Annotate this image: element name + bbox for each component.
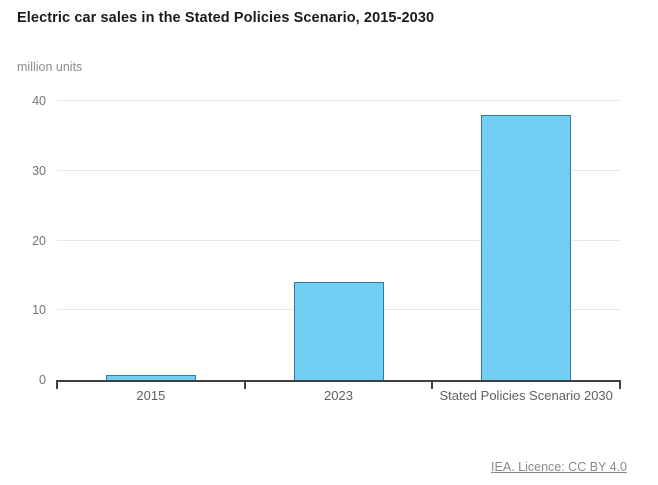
bar-slot-1 <box>57 101 245 380</box>
bar-2023 <box>293 282 384 380</box>
bar-slot-3 <box>432 101 620 380</box>
y-axis-tick-labels: 0 10 20 30 40 <box>0 94 46 387</box>
bar-slot-2 <box>245 101 433 380</box>
x-category-label-2: 2023 <box>324 388 353 403</box>
x-axis-tick-2 <box>431 380 434 389</box>
gridline-30 <box>57 169 620 171</box>
x-axis-category-labels: 2015 2023 Stated Policies Scenario 2030 <box>57 388 620 403</box>
x-axis-tick-0 <box>56 380 58 389</box>
gridline-40 <box>57 100 620 101</box>
bars <box>57 101 620 380</box>
y-tick-label-10: 10 <box>32 303 46 318</box>
y-tick-label-20: 20 <box>32 233 46 248</box>
bar-stated-policies-scenario-2030 <box>481 114 572 380</box>
y-tick-label-40: 40 <box>32 94 46 108</box>
y-tick-label-0: 0 <box>39 373 46 387</box>
bar-2015 <box>105 375 196 380</box>
chart-title: Electric car sales in the Stated Policie… <box>17 10 435 26</box>
x-axis-tick-1 <box>243 380 246 389</box>
x-axis-tick-3 <box>619 380 621 389</box>
plot-area <box>56 100 621 389</box>
x-category-label-1: 2015 <box>136 388 166 403</box>
y-tick-label-30: 30 <box>32 163 46 178</box>
license-link[interactable]: IEA. Licence: CC BY 4.0 <box>491 460 627 474</box>
gridline-20 <box>57 239 620 241</box>
y-axis-units-label: million units <box>17 60 83 74</box>
x-category-label-3: Stated Policies Scenario 2030 <box>439 388 613 403</box>
